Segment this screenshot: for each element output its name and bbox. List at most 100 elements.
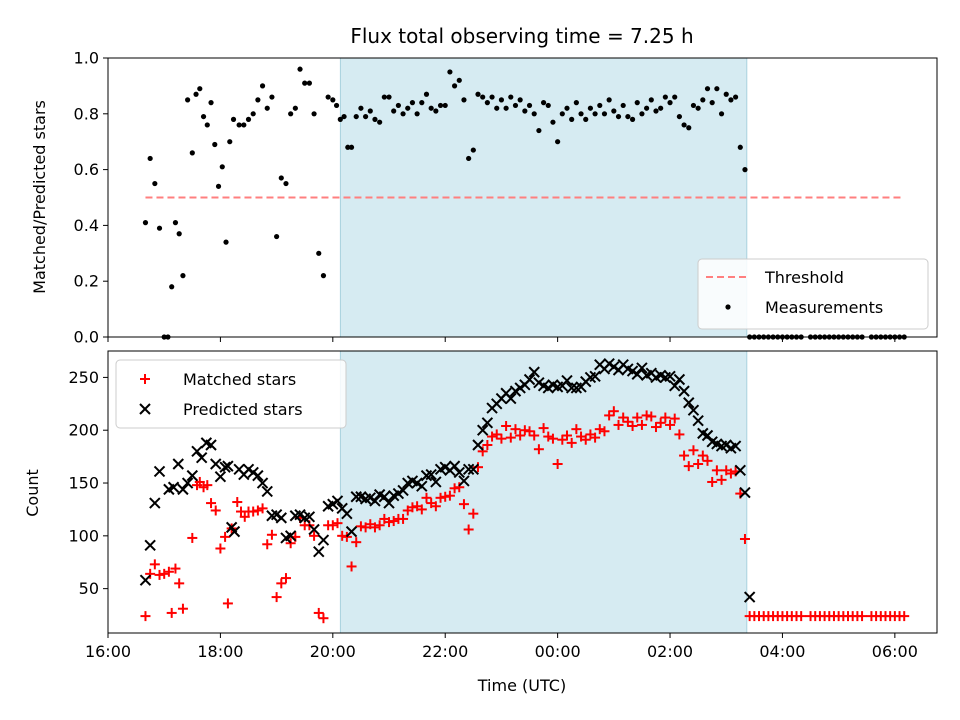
measurement-point <box>475 91 481 97</box>
x-tick-label: 20:00 <box>310 642 356 661</box>
matched-star-point <box>266 529 277 540</box>
y-tick-label: 0.6 <box>74 160 99 179</box>
measurement-point <box>634 100 640 106</box>
predicted-star-point <box>416 480 428 492</box>
measurement-point <box>223 239 229 245</box>
matched-star-point <box>515 430 526 441</box>
x-tick-label: 22:00 <box>422 642 468 661</box>
matched-star-point <box>599 426 610 437</box>
predicted-star-point <box>256 477 269 489</box>
predicted-star-point <box>210 458 222 470</box>
predicted-star-point <box>589 370 601 383</box>
matched-star-point <box>435 492 446 503</box>
measurement-point <box>644 105 650 111</box>
x-tick-label: 16:00 <box>85 642 131 661</box>
matched-star-point <box>529 430 540 441</box>
predicted-star-point <box>317 534 330 546</box>
count-panel-frame <box>107 350 938 634</box>
predicted-star-point <box>734 464 746 477</box>
measurement-point <box>345 144 351 150</box>
measurement-point <box>172 220 179 226</box>
legend-measurements-label: Measurements <box>765 298 883 317</box>
ratio-legend: Threshold Measurements <box>697 258 929 330</box>
measurement-point <box>573 100 579 106</box>
measurement-point <box>456 77 462 83</box>
measurement-point <box>536 127 542 134</box>
measurement-point <box>250 111 256 117</box>
count-x-ticks: 16:00 18:00 20:00 22:00 00:00 02:00 04:00 06:00 <box>85 633 918 661</box>
matched-star-point <box>309 530 320 541</box>
measurement-point <box>414 111 420 117</box>
measurement-point <box>419 100 425 106</box>
measurement-point <box>498 97 505 103</box>
measurement-point <box>503 105 509 111</box>
measurement-point <box>686 125 692 131</box>
predicted-star-point <box>177 483 189 496</box>
predicted-star-point <box>481 417 494 429</box>
matched-star-point <box>608 406 619 417</box>
matched-star-point <box>163 566 174 577</box>
measurement-point <box>648 97 654 103</box>
matched-star-point <box>215 543 226 554</box>
matched-star-point <box>398 513 409 524</box>
measurement-point <box>169 284 175 290</box>
measurement-point <box>709 100 715 106</box>
matched-star-point <box>510 424 521 435</box>
predicted-star-point <box>683 397 695 409</box>
matched-star-point <box>533 444 544 455</box>
matched-star-point <box>679 450 690 461</box>
measurement-point <box>283 180 289 187</box>
predicted-star-point <box>678 385 690 397</box>
measurement-point <box>494 105 500 111</box>
y-tick-label: 50 <box>79 579 99 598</box>
measurement-point <box>367 108 373 114</box>
predicted-star-point <box>378 491 391 503</box>
measurement-point <box>348 144 355 150</box>
matched-star-point <box>707 476 718 487</box>
measurement-point <box>704 86 711 92</box>
y-tick-label: 0.0 <box>74 328 99 347</box>
matched-star-point <box>159 568 170 579</box>
predicted-star-point <box>275 512 288 524</box>
count-legend: Matched stars Predicted stars <box>115 359 347 429</box>
measurement-point <box>672 94 678 100</box>
predicted-star-point <box>430 476 442 488</box>
matched-star-point <box>796 611 807 622</box>
measurement-point <box>714 86 720 92</box>
predicted-star-point <box>308 523 320 536</box>
y-tick-label: 150 <box>68 474 99 493</box>
measurement-point <box>583 116 589 122</box>
measurement-point <box>292 105 298 111</box>
matched-star-point <box>627 420 638 431</box>
measurement-point <box>325 94 331 100</box>
measurement-point <box>550 119 556 125</box>
predicted-star-point <box>743 591 756 603</box>
predicted-star-point <box>313 545 325 558</box>
measurement-point <box>676 113 683 120</box>
measurement-point <box>601 111 608 117</box>
predicted-star-point <box>205 439 217 451</box>
measurement-point <box>522 108 528 114</box>
matched-star-point <box>693 459 704 470</box>
matched-star-point <box>232 497 243 508</box>
measurement-point <box>391 108 397 114</box>
matched-star-point <box>702 455 713 466</box>
measurements-points <box>142 66 907 340</box>
measurement-point <box>255 97 261 103</box>
measurement-point <box>723 91 729 97</box>
matched-star-point <box>580 434 591 445</box>
matched-star-point <box>496 433 507 444</box>
y-tick-label: 0.8 <box>74 104 99 123</box>
measurement-point <box>306 80 312 86</box>
matched-star-point <box>280 573 291 584</box>
measurement-point <box>428 105 434 111</box>
measurement-point <box>409 100 416 106</box>
measurement-point <box>230 116 237 122</box>
predicted-star-point <box>476 424 489 436</box>
measurement-point <box>578 111 584 117</box>
legend-predicted-swatch <box>139 403 151 415</box>
matched-star-point <box>857 611 868 622</box>
predicted-star-point <box>222 460 234 472</box>
measurement-point <box>142 220 149 226</box>
measurement-point <box>212 141 218 148</box>
